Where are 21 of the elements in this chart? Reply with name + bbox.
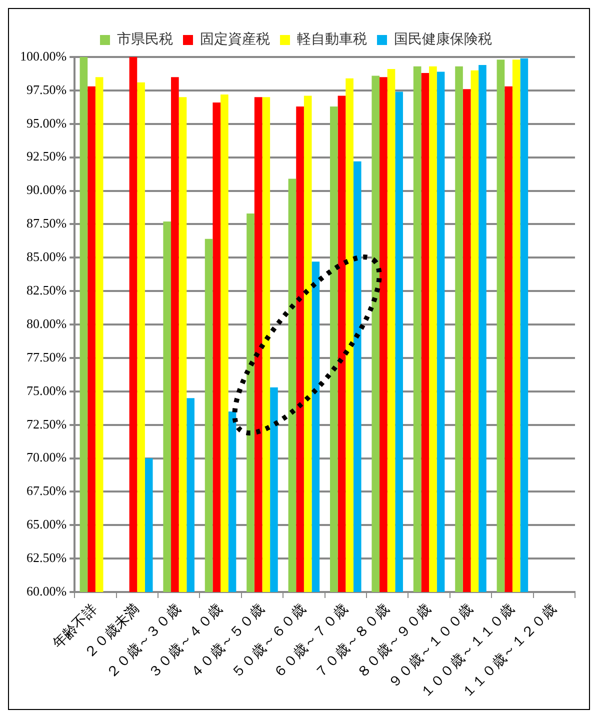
- y-tick-label: 70.00%: [26, 450, 67, 465]
- y-tick-label: 90.00%: [26, 182, 67, 198]
- legend-label: 国民健康保険税: [394, 32, 492, 48]
- y-tick-label: 92.50%: [26, 148, 67, 164]
- y-tick-label: 80.00%: [26, 316, 67, 331]
- y-tick-label: 85.00%: [26, 249, 67, 264]
- y-tick-label: 75.00%: [26, 382, 67, 398]
- y-tick-label: 100.00%: [20, 48, 67, 64]
- y-tick-label: 72.50%: [26, 416, 67, 432]
- y-tick-label: 77.50%: [26, 349, 67, 364]
- y-tick-label: 87.50%: [26, 216, 67, 231]
- y-tick-label: 60.00%: [26, 583, 67, 598]
- legend-label: 市県民税: [117, 32, 173, 48]
- legend-label: 固定資産税: [200, 32, 270, 48]
- y-tick-label: 62.50%: [26, 550, 67, 566]
- y-tick-label: 97.50%: [26, 82, 67, 97]
- legend-label: 軽自動車税: [297, 32, 367, 48]
- y-tick-label: 82.50%: [26, 282, 67, 298]
- y-tick-label: 95.00%: [26, 115, 67, 130]
- y-tick-label: 65.00%: [26, 516, 67, 532]
- y-tick-label: 67.50%: [26, 483, 67, 498]
